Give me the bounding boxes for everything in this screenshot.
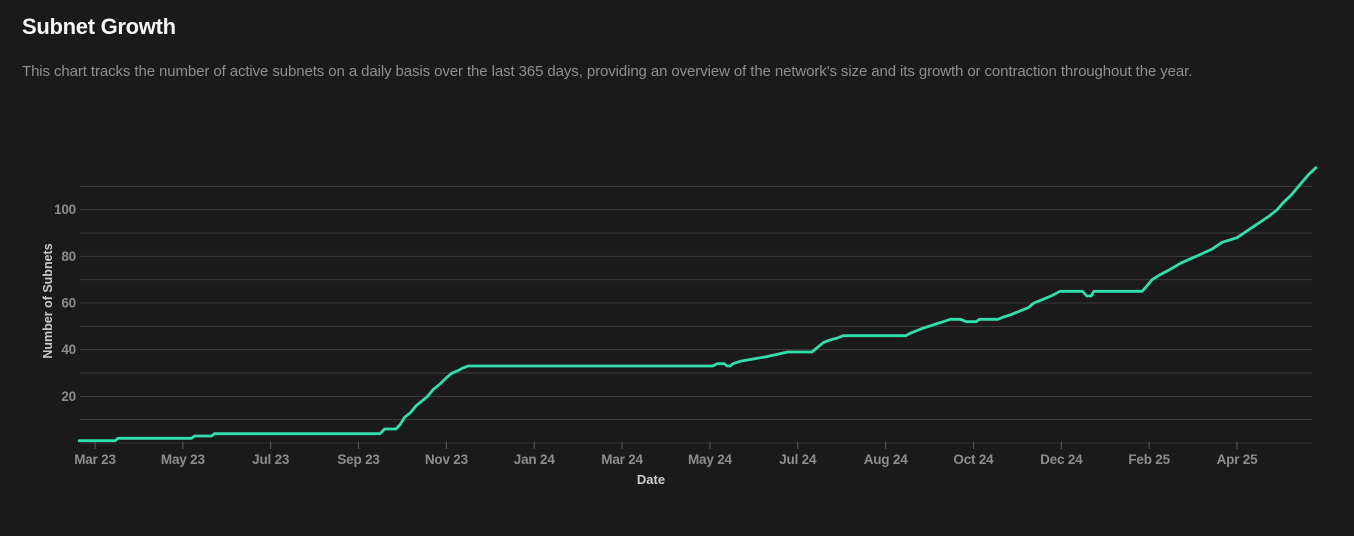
chart-header: Subnet Growth This chart tracks the numb…	[22, 14, 1332, 80]
x-tick-label: Mar 24	[601, 452, 643, 467]
x-tick-label: May 23	[161, 452, 206, 467]
x-tick-label: Feb 25	[1128, 452, 1170, 467]
y-tick-label: 80	[61, 249, 76, 264]
x-tick-label: Apr 25	[1217, 452, 1259, 467]
x-tick-label: Aug 24	[864, 452, 909, 467]
x-tick-label: Sep 23	[337, 452, 380, 467]
y-tick-label: 100	[54, 202, 76, 217]
y-tick-label: 40	[61, 342, 76, 357]
x-tick-label: May 24	[688, 452, 733, 467]
x-tick-label: Nov 23	[425, 452, 469, 467]
x-tick-label: Mar 23	[74, 452, 116, 467]
y-axis-title: Number of Subnets	[41, 243, 55, 358]
x-tick-label: Oct 24	[953, 452, 994, 467]
x-tick-label: Jul 23	[252, 452, 290, 467]
x-tick-label: Jan 24	[514, 452, 556, 467]
x-tick-label: Dec 24	[1040, 452, 1083, 467]
chart-title: Subnet Growth	[22, 14, 176, 39]
y-tick-label: 20	[61, 389, 76, 404]
x-tick-label: Jul 24	[779, 452, 817, 467]
x-axis-title: Date	[637, 472, 665, 487]
y-tick-label: 60	[61, 296, 76, 311]
chart-subtitle: This chart tracks the number of active s…	[22, 63, 1193, 80]
series-line	[77, 166, 1318, 443]
